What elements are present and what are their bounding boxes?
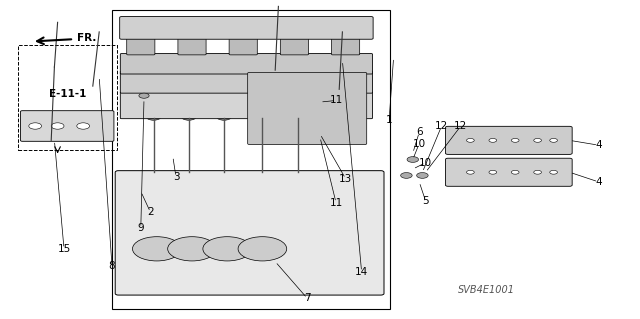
Circle shape (168, 237, 216, 261)
FancyBboxPatch shape (127, 38, 155, 55)
Circle shape (467, 170, 474, 174)
Text: 4: 4 (595, 140, 602, 150)
Circle shape (29, 123, 42, 129)
Circle shape (51, 123, 64, 129)
FancyBboxPatch shape (445, 126, 572, 154)
Circle shape (534, 170, 541, 174)
Text: 12: 12 (435, 121, 448, 131)
Text: 8: 8 (109, 261, 115, 271)
Circle shape (290, 113, 305, 120)
FancyBboxPatch shape (120, 71, 372, 93)
FancyBboxPatch shape (120, 54, 372, 74)
FancyBboxPatch shape (445, 158, 572, 186)
Text: 13: 13 (339, 174, 352, 184)
Circle shape (238, 237, 287, 261)
Circle shape (511, 170, 519, 174)
Text: 3: 3 (173, 172, 179, 182)
Text: 11: 11 (330, 95, 342, 106)
Bar (112, 10, 390, 309)
Circle shape (467, 138, 474, 142)
FancyBboxPatch shape (248, 72, 367, 145)
Circle shape (181, 113, 196, 120)
Text: 4: 4 (595, 177, 602, 187)
FancyBboxPatch shape (115, 171, 384, 295)
Circle shape (401, 173, 412, 178)
Text: 11: 11 (330, 197, 342, 208)
Text: 10: 10 (419, 158, 432, 168)
Circle shape (511, 138, 519, 142)
Circle shape (550, 138, 557, 142)
Text: SVB4E1001: SVB4E1001 (458, 285, 515, 295)
Circle shape (407, 157, 419, 162)
Circle shape (132, 237, 181, 261)
FancyBboxPatch shape (332, 38, 360, 55)
Circle shape (77, 123, 90, 129)
Text: FR.: FR. (37, 33, 96, 44)
Circle shape (417, 173, 428, 178)
Bar (18, 45, 117, 150)
Text: 7: 7 (304, 293, 310, 303)
Text: 6: 6 (416, 127, 422, 137)
FancyBboxPatch shape (280, 38, 308, 55)
Circle shape (255, 113, 270, 120)
Circle shape (146, 113, 161, 120)
Circle shape (203, 237, 252, 261)
FancyBboxPatch shape (178, 38, 206, 55)
Text: 14: 14 (355, 267, 368, 277)
Text: 12: 12 (454, 121, 467, 131)
FancyBboxPatch shape (120, 92, 372, 119)
Text: E-11-1: E-11-1 (49, 89, 86, 99)
Text: 5: 5 (422, 196, 429, 206)
FancyBboxPatch shape (20, 111, 114, 141)
Text: 2: 2 (147, 207, 154, 217)
Circle shape (534, 138, 541, 142)
Circle shape (489, 138, 497, 142)
Text: 1: 1 (386, 115, 392, 125)
Circle shape (550, 170, 557, 174)
Circle shape (139, 93, 149, 98)
Text: 15: 15 (58, 244, 70, 254)
Circle shape (489, 170, 497, 174)
FancyBboxPatch shape (120, 17, 373, 39)
FancyBboxPatch shape (229, 38, 257, 55)
Circle shape (216, 113, 232, 120)
Text: 9: 9 (138, 223, 144, 233)
Text: 10: 10 (413, 138, 426, 149)
